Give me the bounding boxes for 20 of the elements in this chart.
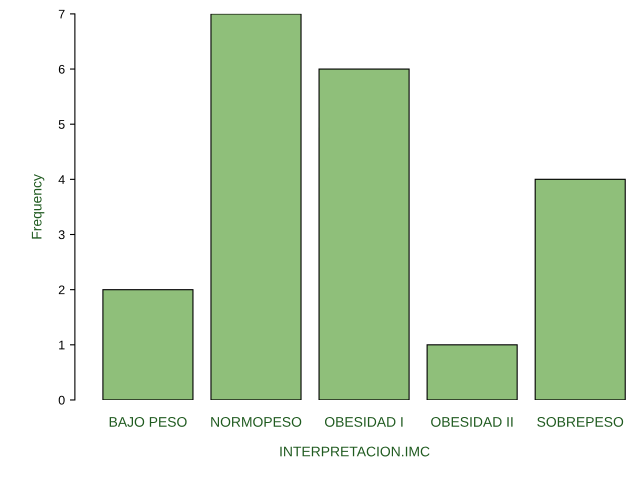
y-axis-title: Frequency	[32, 174, 44, 239]
y-tick-label: 1	[59, 340, 65, 350]
x-tick-label: BAJO PESO	[110, 417, 187, 427]
y-tick-label: 4	[58, 175, 65, 184]
y-tick-label: 0	[58, 396, 65, 405]
x-tick-label: NORMOPESO	[211, 417, 302, 427]
y-tick-label: 2	[58, 285, 65, 294]
bar	[102, 289, 194, 400]
bar	[426, 344, 518, 400]
bar	[534, 178, 626, 400]
y-tick-label: 7	[58, 10, 65, 18]
y-tick-label: 3	[58, 230, 65, 240]
x-tick-label: SOBREPESO	[537, 417, 624, 427]
x-tick-label: OBESIDAD I	[324, 417, 403, 427]
bar	[318, 68, 410, 400]
x-axis-title: INTERPRETACION.IMC	[280, 446, 430, 456]
y-tick-label: 6	[58, 64, 65, 74]
x-tick-label: OBESIDAD II	[431, 417, 513, 427]
y-tick-label: 5	[58, 120, 65, 129]
bar	[210, 14, 302, 400]
